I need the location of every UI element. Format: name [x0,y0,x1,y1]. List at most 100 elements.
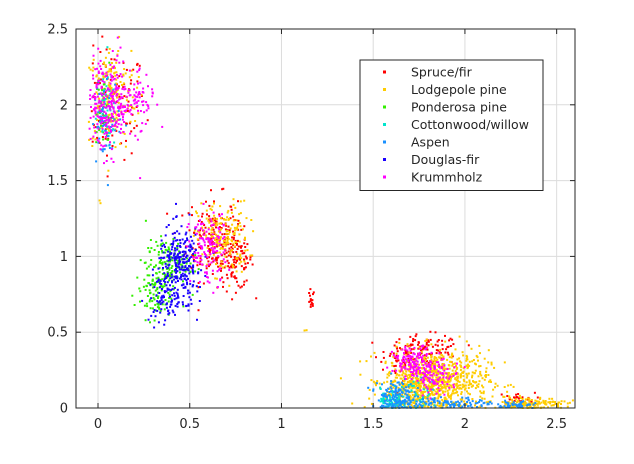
data-point [169,252,172,255]
data-point [417,369,420,372]
data-point [180,267,183,270]
data-point [420,357,423,359]
data-point [135,101,138,104]
data-point [144,122,147,125]
data-point [491,395,494,398]
data-point [175,265,178,267]
data-point [100,68,103,70]
data-point [171,309,174,312]
data-point [192,258,195,261]
data-point [98,199,101,202]
data-point [444,386,447,389]
data-point [211,227,214,230]
data-point [192,242,195,245]
data-point [185,275,188,278]
data-point [400,401,403,404]
data-point [534,399,537,402]
data-point [381,404,383,407]
data-point [91,145,94,147]
data-point [232,266,235,269]
data-point [133,83,136,86]
data-point [209,263,212,266]
data-point [179,271,181,274]
data-point [407,402,410,405]
data-point [162,294,165,297]
data-point [109,97,112,100]
data-point [232,215,235,218]
data-point [413,402,416,405]
data-point [153,266,155,269]
data-point [405,386,407,389]
data-point [227,225,230,228]
data-point [424,396,427,398]
data-point [547,406,549,409]
data-point [114,111,116,114]
data-point [408,374,411,377]
data-point [422,344,424,347]
data-point [396,392,399,394]
data-point [240,228,243,231]
data-point [125,124,128,127]
data-point [218,268,221,271]
data-point [227,209,230,212]
data-point [230,273,233,276]
data-point [504,399,507,402]
legend-marker [383,70,386,74]
data-point [115,82,118,85]
data-point [151,91,154,94]
data-point [89,94,92,97]
data-point [198,237,201,240]
data-point [197,286,200,289]
data-point [164,281,167,284]
data-point [137,109,139,112]
data-point [433,356,436,358]
data-point [459,364,462,367]
data-point [168,293,171,296]
data-point [164,265,167,268]
data-point [121,83,124,86]
data-point [212,211,215,214]
data-point [537,406,540,409]
data-point [394,372,397,374]
data-point [192,280,195,283]
data-point [417,381,420,384]
data-point [438,366,441,368]
data-point [130,79,133,82]
data-point [106,121,109,124]
data-point [490,381,492,383]
data-point [244,238,246,241]
data-point [439,383,442,386]
data-point [444,387,447,390]
data-point [382,356,385,359]
data-point [391,401,393,404]
data-point [103,116,106,119]
data-point [413,382,416,385]
data-point [214,239,216,241]
data-point [129,120,132,123]
data-point [205,209,208,212]
data-point [223,266,226,269]
data-point [169,284,171,287]
data-point [231,247,234,250]
data-point [210,235,213,238]
data-point [530,401,533,403]
data-point [421,394,424,397]
data-point [207,276,209,279]
data-point [437,373,440,376]
data-point [422,404,424,407]
data-point [439,372,442,375]
data-point [392,380,395,383]
data-point [113,77,116,80]
data-point [469,383,472,386]
data-point [402,364,405,367]
data-point [471,374,474,377]
data-point [435,388,438,390]
data-point [226,216,229,219]
data-point [122,60,125,63]
data-point [392,384,395,387]
data-point [396,350,399,353]
data-point [418,390,421,393]
data-point [426,397,429,400]
data-point [167,246,170,249]
data-point [519,406,522,409]
